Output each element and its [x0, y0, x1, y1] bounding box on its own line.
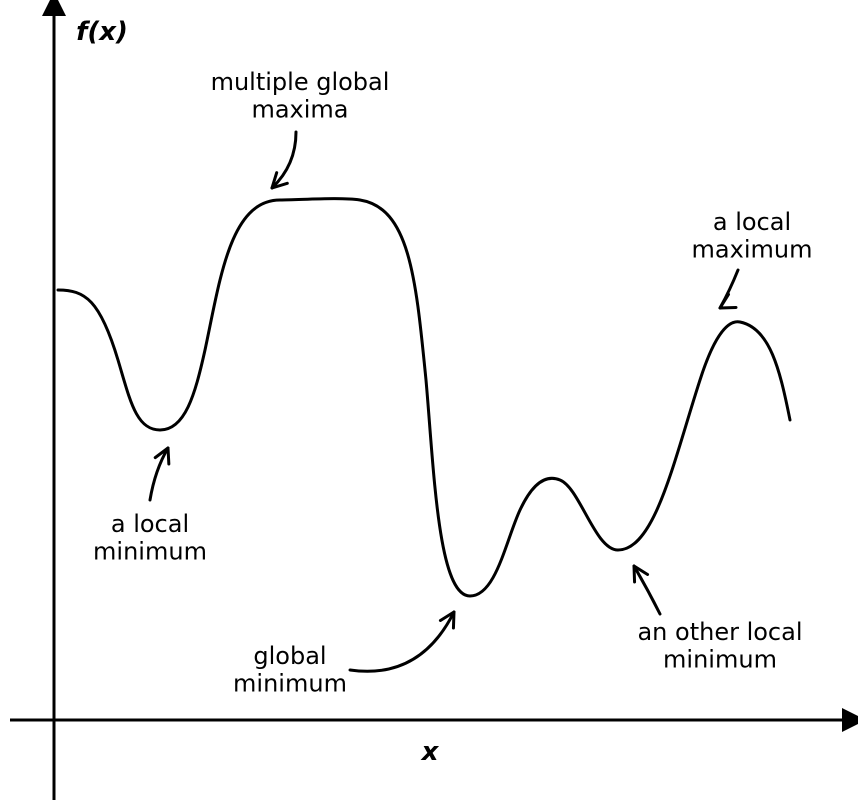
annotation-label: multiple globalmaxima [211, 68, 390, 124]
annotation-global-min: globalminimum [233, 612, 454, 698]
annotation-local-min-2: an other localminimum [634, 566, 803, 674]
annotation-label: a localmaximum [692, 208, 813, 264]
annotation-arrow [350, 612, 454, 671]
annotations-group: a localminimum multiple globalmaxima globa… [93, 68, 812, 698]
annotation-local-max: a localmaximum [692, 208, 813, 308]
annotation-label: globalminimum [233, 642, 347, 698]
annotation-local-min-1: a localminimum [93, 448, 207, 566]
annotation-label: an other localminimum [637, 618, 802, 674]
annotation-label: a localminimum [93, 510, 207, 566]
y-axis-label: f(x) [76, 17, 128, 47]
extrema-diagram: f(x) x a localminimum multiple globalmaxi… [0, 0, 858, 812]
annotation-global-maxima: multiple globalmaxima [211, 68, 390, 188]
x-axis-label: x [420, 737, 440, 767]
